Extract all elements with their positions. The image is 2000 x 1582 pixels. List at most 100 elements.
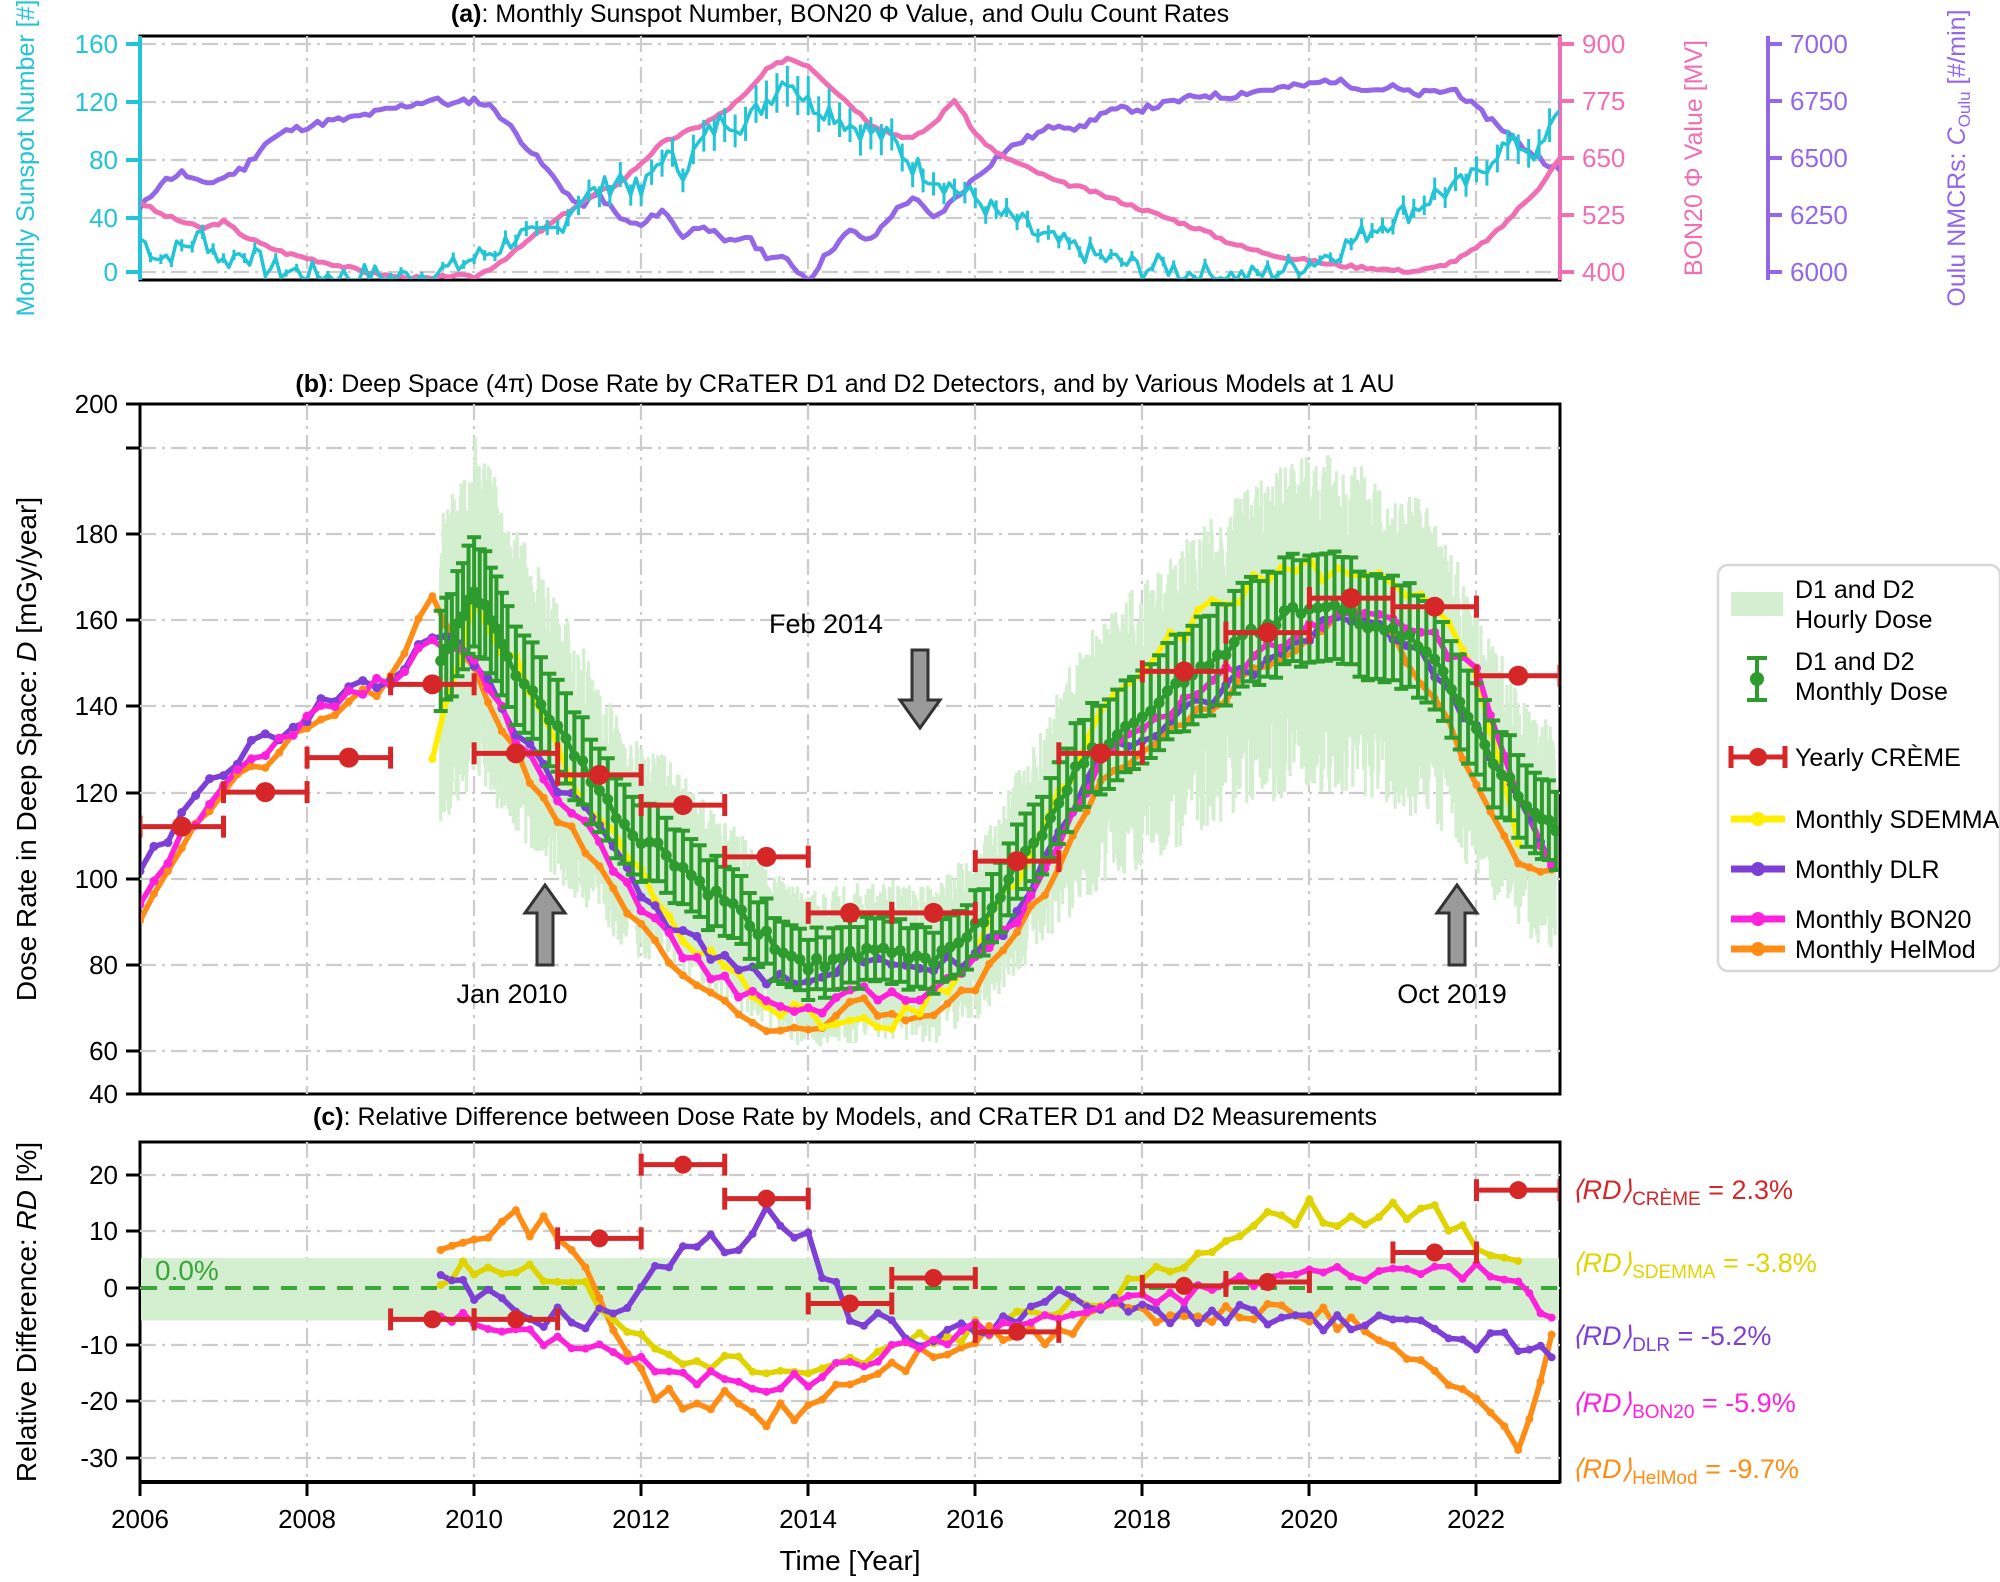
panel-b-yticks: 40 60 80 100 120 140 160 180 200 — [75, 389, 140, 1109]
panel-a-title-text: : Monthly Sunspot Number, BON20 Φ Value,… — [481, 0, 1229, 28]
panel-b-ytick-120: 120 — [75, 778, 118, 808]
legend-box — [1716, 563, 2000, 973]
panel-b-ytick-180: 180 — [75, 519, 118, 549]
panel-a-oulutick-6000: 6000 — [1790, 257, 1848, 287]
panel-a-data — [141, 55, 1559, 279]
panel-c-ytick-m20: -20 — [80, 1386, 118, 1416]
panel-c-yticks: 20 10 0 -10 -20 -30 — [80, 1160, 140, 1473]
panel-b-ytick-60: 60 — [89, 1036, 118, 1066]
panel-c-title: (c): Relative Difference between Dose Ra… — [313, 1103, 1377, 1131]
legend-dlr-dot — [1751, 862, 1765, 876]
xtick-2020: 2020 — [1280, 1504, 1338, 1534]
xtick-2006: 2006 — [111, 1504, 169, 1534]
panel-c-ytick-m30: -30 — [80, 1443, 118, 1473]
yearly-creme-b — [141, 587, 1559, 924]
panel-a-oulutick-6250: 6250 — [1790, 200, 1848, 230]
rd-mean-helmod: ⟨RD⟩HelMod = -9.7% — [1572, 1454, 1799, 1489]
legend-swatch-hourly-band — [1731, 592, 1783, 616]
legend-label-hourly-2: Hourly Dose — [1795, 606, 1933, 634]
legend-label-sdemma: Monthly SDEMMA — [1795, 806, 2000, 834]
panel-b-ytick-100: 100 — [75, 864, 118, 894]
model-markers-c — [436, 1195, 1556, 1454]
panel-b-ytick-80: 80 — [89, 950, 118, 980]
panel-a-phitick-775: 775 — [1582, 86, 1625, 116]
rd-mean-sdemma-text: ⟨RD⟩SDEMMA = -3.8% — [1572, 1248, 1817, 1283]
legend-item-hourly-dose[interactable]: D1 and D2 Hourly Dose — [1731, 576, 1933, 634]
panel-a-ytick-0: 0 — [104, 257, 118, 287]
sunspot-errorbars — [141, 65, 1559, 279]
panel-a-ytick-160: 160 — [75, 29, 118, 59]
arrow-down-icon — [897, 648, 943, 731]
panel-a-hgrid — [140, 42, 1560, 274]
legend-label-creme: Yearly CRÈME — [1795, 743, 1961, 772]
panel-b-title-text: : Deep Space (4π) Dose Rate by CRaTER D1… — [327, 370, 1394, 398]
annotation-jan-2010: Jan 2010 — [456, 882, 568, 1009]
legend-label-dlr: Monthly DLR — [1795, 856, 1940, 884]
panel-a-title: (a): Monthly Sunspot Number, BON20 Φ Val… — [451, 0, 1229, 28]
panel-a-tag: (a) — [451, 0, 482, 28]
xtick-2010: 2010 — [445, 1504, 503, 1534]
panel-a-ytick-120: 120 — [75, 87, 118, 117]
panel-b-data — [141, 437, 1559, 1047]
legend-item-monthly-dose[interactable]: D1 and D2 Monthly Dose — [1747, 648, 1948, 706]
legend-item-yearly-creme[interactable]: Yearly CRÈME — [1728, 743, 1961, 772]
panel-c-data — [388, 1153, 1559, 1454]
panel-b-ytick-140: 140 — [75, 691, 118, 721]
x-axis: 2006 2008 2010 2012 2014 2016 2018 2020 … — [111, 1480, 1560, 1576]
legend-helmod-dot — [1751, 942, 1765, 956]
panel-b-ytick-40: 40 — [89, 1079, 118, 1109]
yearly-creme-c — [388, 1153, 1559, 1343]
rd-mean-dlr-text: ⟨RD⟩DLR = -5.2% — [1572, 1321, 1771, 1356]
panel-c-ytick-0: 0 — [104, 1273, 118, 1303]
xtick-2014: 2014 — [779, 1504, 837, 1534]
annotation-feb-2014-label: Feb 2014 — [769, 609, 883, 639]
panel-a-oulutick-6500: 6500 — [1790, 143, 1848, 173]
rd-mean-creme: ⟨RD⟩CRÈME = 2.3% — [1572, 1175, 1793, 1210]
legend-panel-b: D1 and D2 Hourly Dose D1 and D2 Monthly … — [1716, 563, 2000, 973]
annotation-jan-2010-label: Jan 2010 — [456, 979, 567, 1009]
panel-b-ytick-160: 160 — [75, 605, 118, 635]
legend-item-helmod[interactable]: Monthly HelMod — [1731, 936, 1976, 964]
legend-item-bon20[interactable]: Monthly BON20 — [1731, 906, 1971, 934]
rd-mean-helmod-text: ⟨RD⟩HelMod = -9.7% — [1572, 1454, 1799, 1489]
panel-a-ylabel-left: Monthly Sunspot Number [#] — [12, 0, 40, 316]
panel-a-frame — [138, 34, 1562, 282]
xtick-2012: 2012 — [612, 1504, 670, 1534]
panel-a-phitick-525: 525 — [1582, 200, 1625, 230]
panel-a-right1-ticks: 400 525 650 775 900 — [1560, 29, 1625, 287]
panel-a-ylabel-right2: Oulu NMCRs: COulu [#/min] — [1943, 9, 1974, 306]
panel-a-phitick-400: 400 — [1582, 257, 1625, 287]
oulu-nmcr-line — [141, 76, 1559, 279]
arrow-up-icon-2010 — [522, 882, 568, 967]
zero-percent-label: 0.0% — [155, 1255, 219, 1286]
x-axis-label: Time [Year] — [779, 1545, 920, 1576]
rd-mean-sdemma: ⟨RD⟩SDEMMA = -3.8% — [1572, 1248, 1817, 1283]
bon20-line-c — [437, 1261, 1555, 1395]
panel-a-phitick-650: 650 — [1582, 143, 1625, 173]
panel-c-tag: (c) — [313, 1103, 344, 1131]
panel-b-ylabel: Dose Rate in Deep Space: D [mGy/year] — [11, 497, 42, 1001]
panel-b: (b): Deep Space (4π) Dose Rate by CRaTER… — [11, 370, 1562, 1109]
annotation-oct-2019: Oct 2019 — [1397, 882, 1507, 1009]
panel-a-ytick-40: 40 — [89, 203, 118, 233]
legend-label-hourly-1: D1 and D2 — [1795, 576, 1915, 604]
annotation-oct-2019-label: Oct 2019 — [1397, 979, 1507, 1009]
monthly-dose-errorbars-b — [433, 535, 1559, 1002]
panel-c-ytick-20: 20 — [89, 1160, 118, 1190]
rd-mean-annotations: ⟨RD⟩CRÈME = 2.3% ⟨RD⟩SDEMMA = -3.8% ⟨RD⟩… — [1572, 1175, 1817, 1489]
legend-item-sdemma[interactable]: Monthly SDEMMA — [1731, 806, 2000, 834]
legend-creme-dot — [1749, 748, 1767, 766]
legend-item-dlr[interactable]: Monthly DLR — [1731, 856, 1940, 884]
legend-label-bon20: Monthly BON20 — [1795, 906, 1971, 934]
legend-errorbar-dot — [1750, 672, 1764, 686]
annotation-feb-2014: Feb 2014 — [769, 609, 943, 731]
panel-a-phitick-900: 900 — [1582, 29, 1625, 59]
panel-a-ylabel-right1: BON20 Φ Value [MV] — [1680, 40, 1708, 276]
panel-a-left-ticks: 0 40 80 120 160 — [75, 29, 140, 287]
xtick-2018: 2018 — [1113, 1504, 1171, 1534]
panel-c-ytick-m10: -10 — [80, 1330, 118, 1360]
arrow-up-icon-2019 — [1434, 882, 1480, 967]
rd-mean-bon20-text: ⟨RD⟩BON20 = -5.9% — [1572, 1388, 1796, 1423]
